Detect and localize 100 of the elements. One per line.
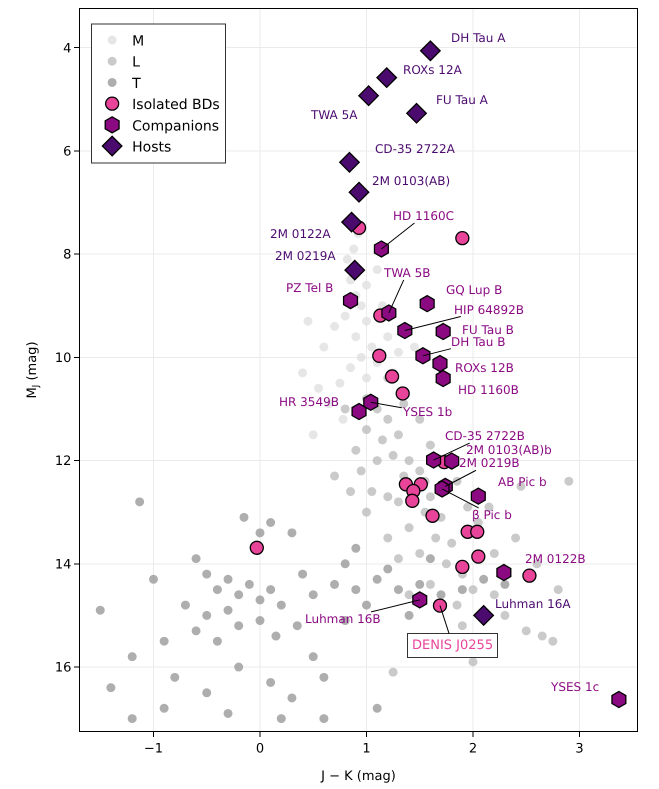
- point: [362, 374, 371, 382]
- point: [308, 590, 318, 600]
- annotation: DH Tau A: [451, 31, 506, 45]
- point: [202, 570, 212, 579]
- y-tick-label: 12: [54, 454, 72, 470]
- point: [522, 626, 531, 636]
- point: [349, 244, 358, 254]
- point: [276, 714, 286, 724]
- point: [412, 591, 428, 609]
- point: [396, 386, 410, 401]
- annotation: 2M 0122B: [525, 552, 586, 566]
- point: [346, 363, 356, 372]
- point: [292, 621, 302, 630]
- annotation: HR 3549B: [279, 395, 339, 409]
- point: [255, 528, 264, 538]
- legend-label: Companions: [132, 118, 220, 134]
- point: [384, 369, 400, 384]
- point: [266, 585, 276, 594]
- annotation: YSES 1c: [550, 680, 600, 694]
- point: [522, 568, 537, 583]
- point: [234, 662, 244, 672]
- point: [356, 466, 366, 476]
- point: [319, 672, 328, 682]
- point: [458, 621, 467, 630]
- point: [338, 414, 348, 424]
- point: [468, 585, 478, 594]
- point: [426, 554, 435, 564]
- point: [240, 512, 249, 522]
- point: [394, 430, 403, 440]
- point: [271, 632, 280, 641]
- point: [394, 348, 403, 357]
- y-tick-label: 10: [54, 350, 72, 366]
- point: [202, 688, 212, 698]
- x-tick-label: 1: [362, 742, 371, 757]
- point: [381, 304, 396, 322]
- point: [266, 518, 276, 527]
- point: [490, 548, 499, 558]
- point: [96, 606, 105, 615]
- annotation: DH Tau B: [451, 335, 506, 349]
- point: [426, 492, 435, 502]
- point: [298, 368, 308, 378]
- point: [548, 636, 558, 646]
- point: [335, 378, 344, 388]
- point: [394, 585, 403, 594]
- point: [351, 585, 360, 594]
- point: [255, 595, 264, 604]
- annotation: FU Tau A: [436, 93, 489, 107]
- point: [339, 152, 360, 173]
- point: [415, 347, 431, 364]
- point: [362, 600, 371, 610]
- point: [394, 554, 403, 564]
- point: [470, 488, 486, 505]
- point: [432, 598, 448, 613]
- annotation: 2M 0219A: [275, 249, 336, 263]
- point: [148, 574, 158, 584]
- point: [444, 452, 460, 470]
- x-tick-label: 0: [256, 742, 264, 757]
- point: [455, 230, 470, 246]
- y-tick-label: 16: [54, 660, 72, 676]
- point: [405, 494, 420, 508]
- point: [426, 440, 435, 450]
- point: [447, 538, 456, 548]
- point: [314, 384, 324, 393]
- point: [356, 301, 366, 310]
- annotation: PZ Tel B: [286, 281, 334, 295]
- point: [128, 652, 137, 662]
- point: [351, 402, 367, 420]
- point: [383, 533, 392, 542]
- x-axis-title: J − K (mag): [320, 769, 396, 784]
- point: [250, 540, 264, 555]
- point: [363, 394, 378, 411]
- annotation: β Pic b: [472, 508, 512, 522]
- y-tick-label: 14: [54, 557, 72, 572]
- point: [378, 435, 387, 444]
- point: [224, 574, 233, 584]
- point: [255, 616, 264, 626]
- point: [554, 585, 563, 594]
- annotation: AB Pic b: [498, 475, 547, 489]
- point: [458, 585, 467, 594]
- annotation: ROXs 12B: [455, 361, 514, 375]
- point: [420, 295, 435, 312]
- point: [106, 683, 116, 692]
- point: [308, 430, 318, 440]
- point: [406, 102, 427, 124]
- point: [287, 528, 296, 538]
- point: [511, 533, 520, 542]
- point: [473, 605, 494, 626]
- y-tick-label: 6: [63, 144, 72, 160]
- point: [564, 476, 574, 486]
- point: [344, 260, 366, 281]
- point: [234, 590, 244, 600]
- point: [351, 544, 360, 553]
- point: [426, 451, 442, 469]
- point: [434, 480, 450, 498]
- annotation: TWA 5B: [383, 266, 430, 280]
- point: [415, 580, 424, 589]
- point: [170, 672, 180, 682]
- point: [348, 182, 370, 203]
- point: [212, 585, 222, 594]
- y-tick-label: 4: [63, 41, 72, 56]
